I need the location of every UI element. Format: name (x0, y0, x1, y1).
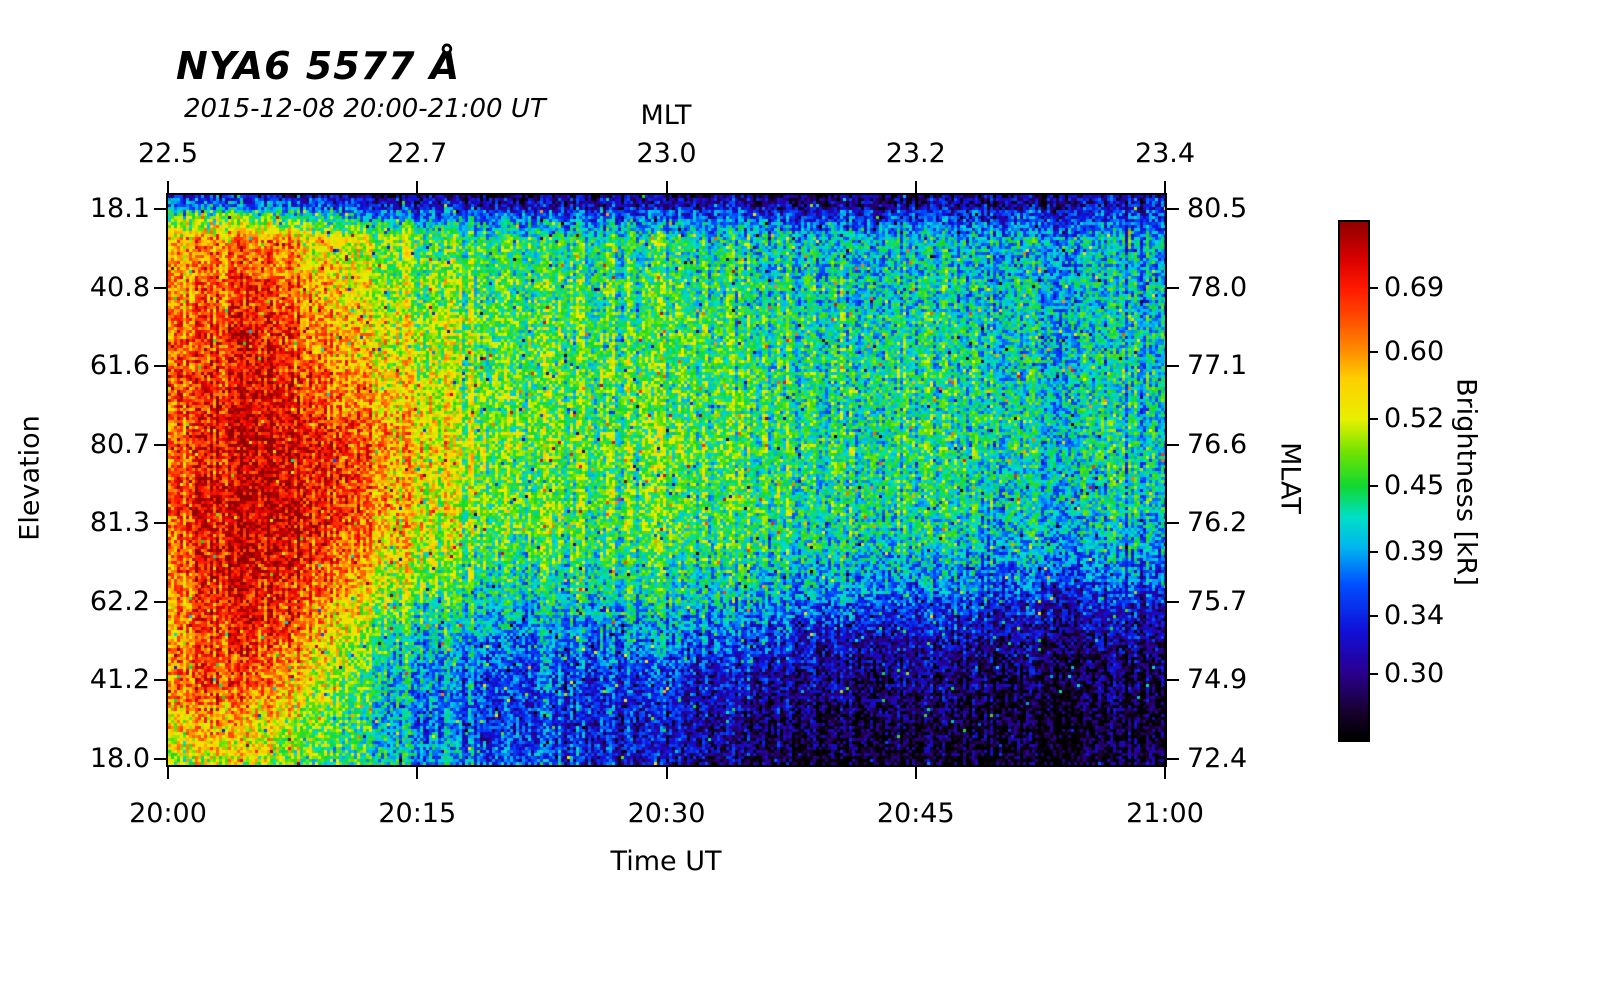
colorbar-tick-label: 0.34 (1384, 599, 1445, 631)
left-tick-mark (154, 365, 166, 368)
right-axis-title: MLAT (1274, 442, 1306, 514)
left-tick-label: 18.1 (89, 193, 150, 224)
colorbar-tick-mark (1370, 286, 1378, 289)
bottom-tick-mark (914, 767, 917, 779)
right-tick-label: 78.0 (1187, 271, 1248, 303)
colorbar-tick-mark (1370, 551, 1378, 554)
right-tick-label: 72.4 (1187, 743, 1248, 774)
chart-title: NYA6 5577 Å (176, 44, 461, 88)
right-tick-label: 80.5 (1187, 193, 1248, 224)
colorbar-tick-label: 0.60 (1384, 336, 1445, 368)
left-tick-label: 80.7 (89, 428, 150, 460)
right-tick-mark (1167, 522, 1179, 525)
right-tick-label: 76.6 (1187, 428, 1248, 460)
right-tick-mark (1167, 600, 1179, 603)
colorbar-tick-label: 0.30 (1384, 657, 1445, 689)
right-tick-mark (1167, 286, 1179, 289)
bottom-tick-label: 20:00 (129, 798, 207, 829)
colorbar-canvas (1340, 222, 1368, 740)
left-tick-mark (154, 443, 166, 446)
top-tick-mark (665, 181, 668, 193)
right-tick-label: 77.1 (1187, 350, 1248, 382)
bottom-tick-mark (167, 767, 169, 779)
top-tick-mark (914, 181, 917, 193)
right-tick-mark (1167, 758, 1179, 760)
left-tick-mark (154, 758, 166, 760)
colorbar-tick-mark (1370, 672, 1378, 675)
right-tick-label: 76.2 (1187, 507, 1248, 539)
right-tick-label: 74.9 (1187, 664, 1248, 696)
chart-subtitle: 2015-12-08 20:00-21:00 UT (184, 94, 546, 124)
bottom-tick-label: 21:00 (1126, 798, 1204, 829)
top-tick-label: 22.5 (137, 138, 199, 169)
bottom-tick-label: 20:30 (627, 798, 706, 829)
left-tick-label: 41.2 (89, 664, 150, 696)
colorbar-title: Brightness [kR] (1450, 378, 1482, 586)
left-tick-mark (154, 286, 166, 289)
colorbar-tick-mark (1370, 351, 1378, 354)
left-axis-title: Elevation (14, 415, 46, 541)
left-tick-mark (154, 600, 166, 603)
left-tick-label: 61.6 (89, 350, 150, 382)
top-tick-label: 23.0 (636, 138, 697, 169)
right-tick-label: 75.7 (1187, 585, 1248, 617)
bottom-tick-mark (1164, 767, 1166, 779)
left-tick-mark (154, 522, 166, 525)
left-tick-mark (154, 679, 166, 682)
heatmap-canvas (168, 195, 1165, 765)
left-tick-label: 62.2 (89, 585, 150, 617)
left-tick-label: 40.8 (89, 271, 150, 303)
left-tick-label: 81.3 (89, 507, 150, 539)
colorbar (1338, 220, 1370, 742)
top-tick-mark (416, 181, 419, 193)
right-tick-mark (1167, 365, 1179, 368)
colorbar-tick-mark (1370, 484, 1378, 487)
bottom-tick-mark (665, 767, 668, 779)
top-tick-mark (1164, 181, 1166, 193)
colorbar-tick-mark (1370, 614, 1378, 617)
bottom-tick-label: 20:15 (378, 798, 457, 829)
top-tick-label: 23.4 (1134, 138, 1196, 169)
colorbar-tick-mark (1370, 417, 1378, 420)
top-axis-title: MLT (640, 100, 692, 131)
left-tick-mark (154, 208, 166, 210)
bottom-tick-mark (416, 767, 419, 779)
bottom-tick-label: 20:45 (876, 798, 955, 829)
right-tick-mark (1167, 443, 1179, 446)
plot-area (166, 193, 1167, 767)
right-tick-mark (1167, 679, 1179, 682)
top-tick-label: 22.7 (387, 138, 448, 169)
colorbar-tick-label: 0.69 (1384, 271, 1445, 303)
bottom-axis-title: Time UT (610, 846, 722, 877)
top-tick-label: 23.2 (885, 138, 946, 169)
top-tick-mark (167, 181, 169, 193)
left-tick-label: 18.0 (89, 743, 150, 774)
right-tick-mark (1167, 208, 1179, 210)
